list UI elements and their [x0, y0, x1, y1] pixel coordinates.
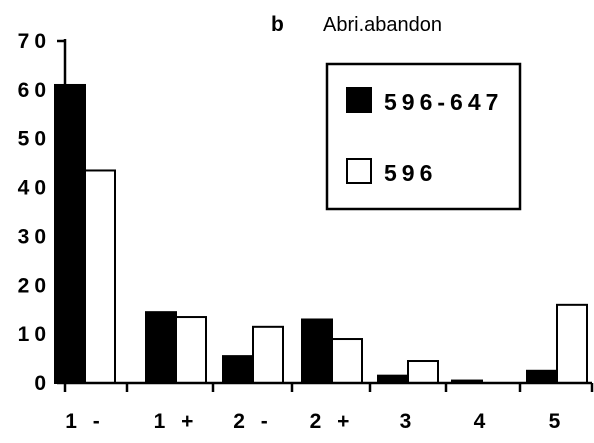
bar-596-647-5	[526, 369, 558, 384]
bar-596-647-1-	[54, 83, 86, 384]
x-tick-label: 3	[400, 410, 417, 433]
x-tick-label: 2 +	[310, 410, 355, 433]
legend-label-596: 596	[384, 160, 437, 186]
y-tick-label: 10	[18, 323, 51, 346]
bar-596-5	[556, 303, 588, 385]
bar-596-3	[407, 360, 439, 384]
y-tick-label: 50	[18, 128, 51, 151]
y-tick-label: 30	[18, 225, 51, 248]
y-tick-label: 60	[18, 79, 51, 102]
y-tick-label: 20	[18, 274, 51, 297]
legend-swatch-596-647	[346, 87, 372, 113]
bars-group	[54, 83, 588, 385]
panel-letter: b	[271, 13, 284, 36]
bar-596-647-1+	[145, 311, 177, 384]
bar-596-647-2+	[301, 318, 333, 385]
bar-596-1+	[175, 316, 207, 384]
y-tick-label: 70	[18, 30, 51, 53]
bar-596-2+	[331, 338, 363, 384]
x-tick-label: 1 -	[65, 410, 105, 433]
x-axis: 1 - 1 + 2 - 2 + 3 4 5	[63, 381, 594, 433]
y-tick-label: 0	[34, 372, 51, 395]
bar-596-1-	[84, 169, 116, 384]
bar-596-647-2-	[222, 355, 254, 384]
x-tick-label: 4	[474, 410, 491, 433]
legend-swatch-596	[346, 158, 372, 184]
bar-596-2-	[252, 325, 284, 385]
chart-title: Abri.abandon	[323, 14, 442, 36]
legend-label-596-647: 596-647	[384, 89, 503, 115]
x-tick-label: 2 -	[233, 410, 273, 433]
x-tick-label: 1 +	[154, 410, 199, 433]
legend-frame	[325, 62, 522, 211]
legend: 596-647 596	[325, 62, 522, 211]
y-tick-label: 40	[18, 177, 51, 200]
x-tick-label: 5	[549, 410, 566, 433]
